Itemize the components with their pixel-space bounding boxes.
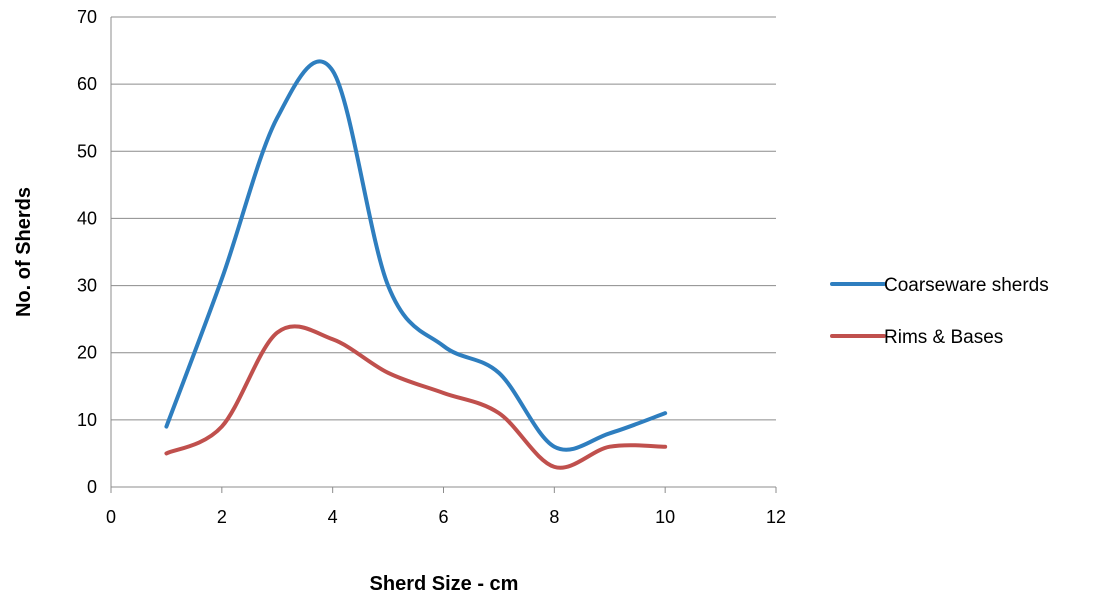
legend-label-rims-bases: Rims & Bases <box>884 327 1003 348</box>
y-tick-label: 40 <box>77 208 97 228</box>
y-tick-label: 0 <box>87 477 97 497</box>
x-tick-label: 2 <box>217 507 227 527</box>
x-tick-label: 0 <box>106 507 116 527</box>
x-tick-label: 8 <box>549 507 559 527</box>
x-tick-label: 4 <box>328 507 338 527</box>
y-tick-label: 20 <box>77 343 97 363</box>
y-tick-label: 70 <box>77 7 97 27</box>
legend-label-coarseware-sherds: Coarseware sherds <box>884 275 1049 296</box>
x-tick-label: 10 <box>655 507 675 527</box>
gridlines <box>111 16 776 421</box>
x-tick-label: 12 <box>766 507 786 527</box>
tick-labels: 0 10 20 30 40 50 60 70 0 2 4 6 8 10 12 <box>77 7 786 527</box>
series-line-coarseware-sherds <box>164 59 668 452</box>
series-lines <box>164 59 668 470</box>
y-tick-label: 10 <box>77 410 97 430</box>
x-axis-title: Sherd Size - cm <box>370 573 519 595</box>
y-tick-label: 30 <box>77 276 97 296</box>
x-tick-label: 6 <box>438 507 448 527</box>
y-tick-label: 60 <box>77 74 97 94</box>
y-tick-label: 50 <box>77 141 97 161</box>
y-axis-title: No. of Sherds <box>13 187 35 317</box>
axes <box>110 17 777 493</box>
legend: Coarseware sherds Rims & Bases <box>830 275 1049 348</box>
series-line-rims-bases <box>164 324 668 470</box>
